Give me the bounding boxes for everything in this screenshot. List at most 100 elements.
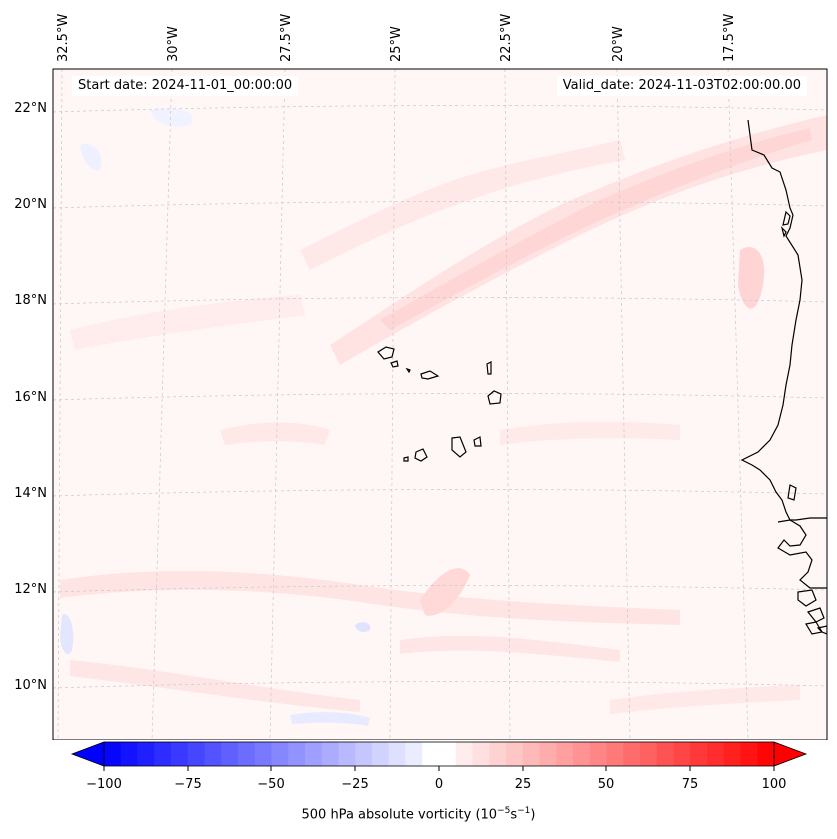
lat-label: 12°N [14,582,47,597]
gridline-lon-25 [389,69,396,740]
colorbar-segment [388,742,406,766]
lon-label: 30°W [166,26,181,62]
lat-label: 16°N [14,390,47,405]
colorbar-label-exp1: −5 [497,806,511,816]
colorbar-segment [271,742,289,766]
island-maio [473,436,482,447]
negative-patch-south [290,712,370,726]
colorbar-tick-label: −50 [257,777,284,792]
colorbar-segment [673,742,691,766]
coast-islet [780,226,787,238]
gridline-lat-16 [53,393,827,401]
island-sao-vicente [390,360,399,368]
lon-label: 22.5°W [499,14,514,62]
colorbar-segment [723,742,741,766]
colorbar-label-close: ) [530,807,536,823]
colorbar-segment [472,742,490,766]
colorbar-segment [606,742,624,766]
colorbar-segment [439,742,457,766]
colorbar-segment [740,742,758,766]
vorticity-cell-south [420,568,470,616]
island-brava [403,456,409,462]
colorbar-tick-label: 25 [515,777,532,792]
vorticity-streak-south-3 [400,635,620,662]
gridline-lon-17-5 [727,69,749,740]
lon-label: 20°W [611,26,626,62]
graticule [53,69,827,740]
colorbar-segment [355,742,373,766]
colorbar-segment [707,742,725,766]
lat-label: 22°N [14,101,47,116]
colorbar-segment [372,742,390,766]
colorbar-segment [455,742,473,766]
coast-dakar [787,484,797,501]
island-boa-vista [487,390,502,405]
lon-label: 27.5°W [279,14,294,62]
colorbar-segment [690,742,708,766]
lat-label: 20°N [14,197,47,212]
island-santo-antao [377,346,395,360]
colorbar-tick-label: 100 [762,777,787,792]
colorbar-segment [522,742,540,766]
coast-mauritania-senegal [740,119,827,521]
colorbar-segment [187,742,205,766]
colorbar-tick-label: −75 [174,777,201,792]
colorbar-label: 500 hPa absolute vorticity (10−5s−1) [0,806,837,822]
vorticity-patch-mid [220,422,330,445]
colorbar-segment [573,742,591,766]
vorticity-streak-south-1 [60,570,680,625]
island-fogo [414,448,428,462]
colorbar-label-text: 500 hPa absolute vorticity (10 [301,807,498,823]
colorbar-segment [137,742,155,766]
vorticity-streak-south-2 [70,660,360,712]
colorbar-segment [556,742,574,766]
colorbar-segment [120,742,138,766]
colorbar-label-exp2: −1 [517,806,531,816]
lon-label: 17.5°W [722,14,737,62]
colorbar-segment [489,742,507,766]
lon-label: 25°W [389,26,404,62]
vorticity-band-core [380,128,812,330]
lat-label: 18°N [14,293,47,308]
map-figure: 32.5°W 30°W 27.5°W 25°W 22.5°W 20°W 17.5… [14,14,828,740]
colorbar-segment [757,742,775,766]
colorbar-tick-label: −25 [341,777,368,792]
colorbar-segment [238,742,256,766]
colorbar-segment [104,742,122,766]
island-santa-luzia [405,367,411,374]
cape-verde-islands [377,346,502,462]
gridline-lat-22 [53,105,827,113]
colorbar-segment [221,742,239,766]
colorbar-segment [288,742,306,766]
island-sao-nicolau [420,370,440,380]
colorbar: −100 −75 −50 −25 0 25 50 75 100 [70,741,808,792]
latitude-labels: 22°N 20°N 18°N 16°N 14°N 12°N 10°N [14,101,47,693]
gridline-lon-22-5 [504,69,511,740]
lon-label: 32.5°W [56,14,71,62]
coast-guinea-1 [806,607,825,623]
colorbar-segment [254,742,272,766]
valid-date-label: Valid_date: 2024-11-03T02:00:00.00 [556,76,807,96]
vorticity-field [53,69,827,740]
colorbar-segment [405,742,423,766]
island-sal [486,361,492,375]
colorbar-segment [204,742,222,766]
coast-bijagos [797,589,817,607]
colorbar-segment [305,742,323,766]
gridline-lon-32-5 [57,69,63,740]
colorbar-max-arrow [773,741,808,767]
negative-patch-small [355,622,371,633]
gridline-lat-20 [53,201,827,209]
colorbar-segment [589,742,607,766]
colorbar-segment [321,742,339,766]
coastal-patch [738,246,765,309]
lat-label: 14°N [14,486,47,501]
coast-gambia-guinea-bissau [777,519,827,589]
vorticity-band-north [300,140,625,270]
colorbar-tick-label: 0 [435,777,443,792]
colorbar-segment [338,742,356,766]
colorbar-ticks: −100 −75 −50 −25 0 25 50 75 100 [86,766,786,792]
vorticity-band-main [330,115,827,365]
colorbar-tick-label: 75 [682,777,699,792]
gridline-lat-10 [53,681,827,689]
